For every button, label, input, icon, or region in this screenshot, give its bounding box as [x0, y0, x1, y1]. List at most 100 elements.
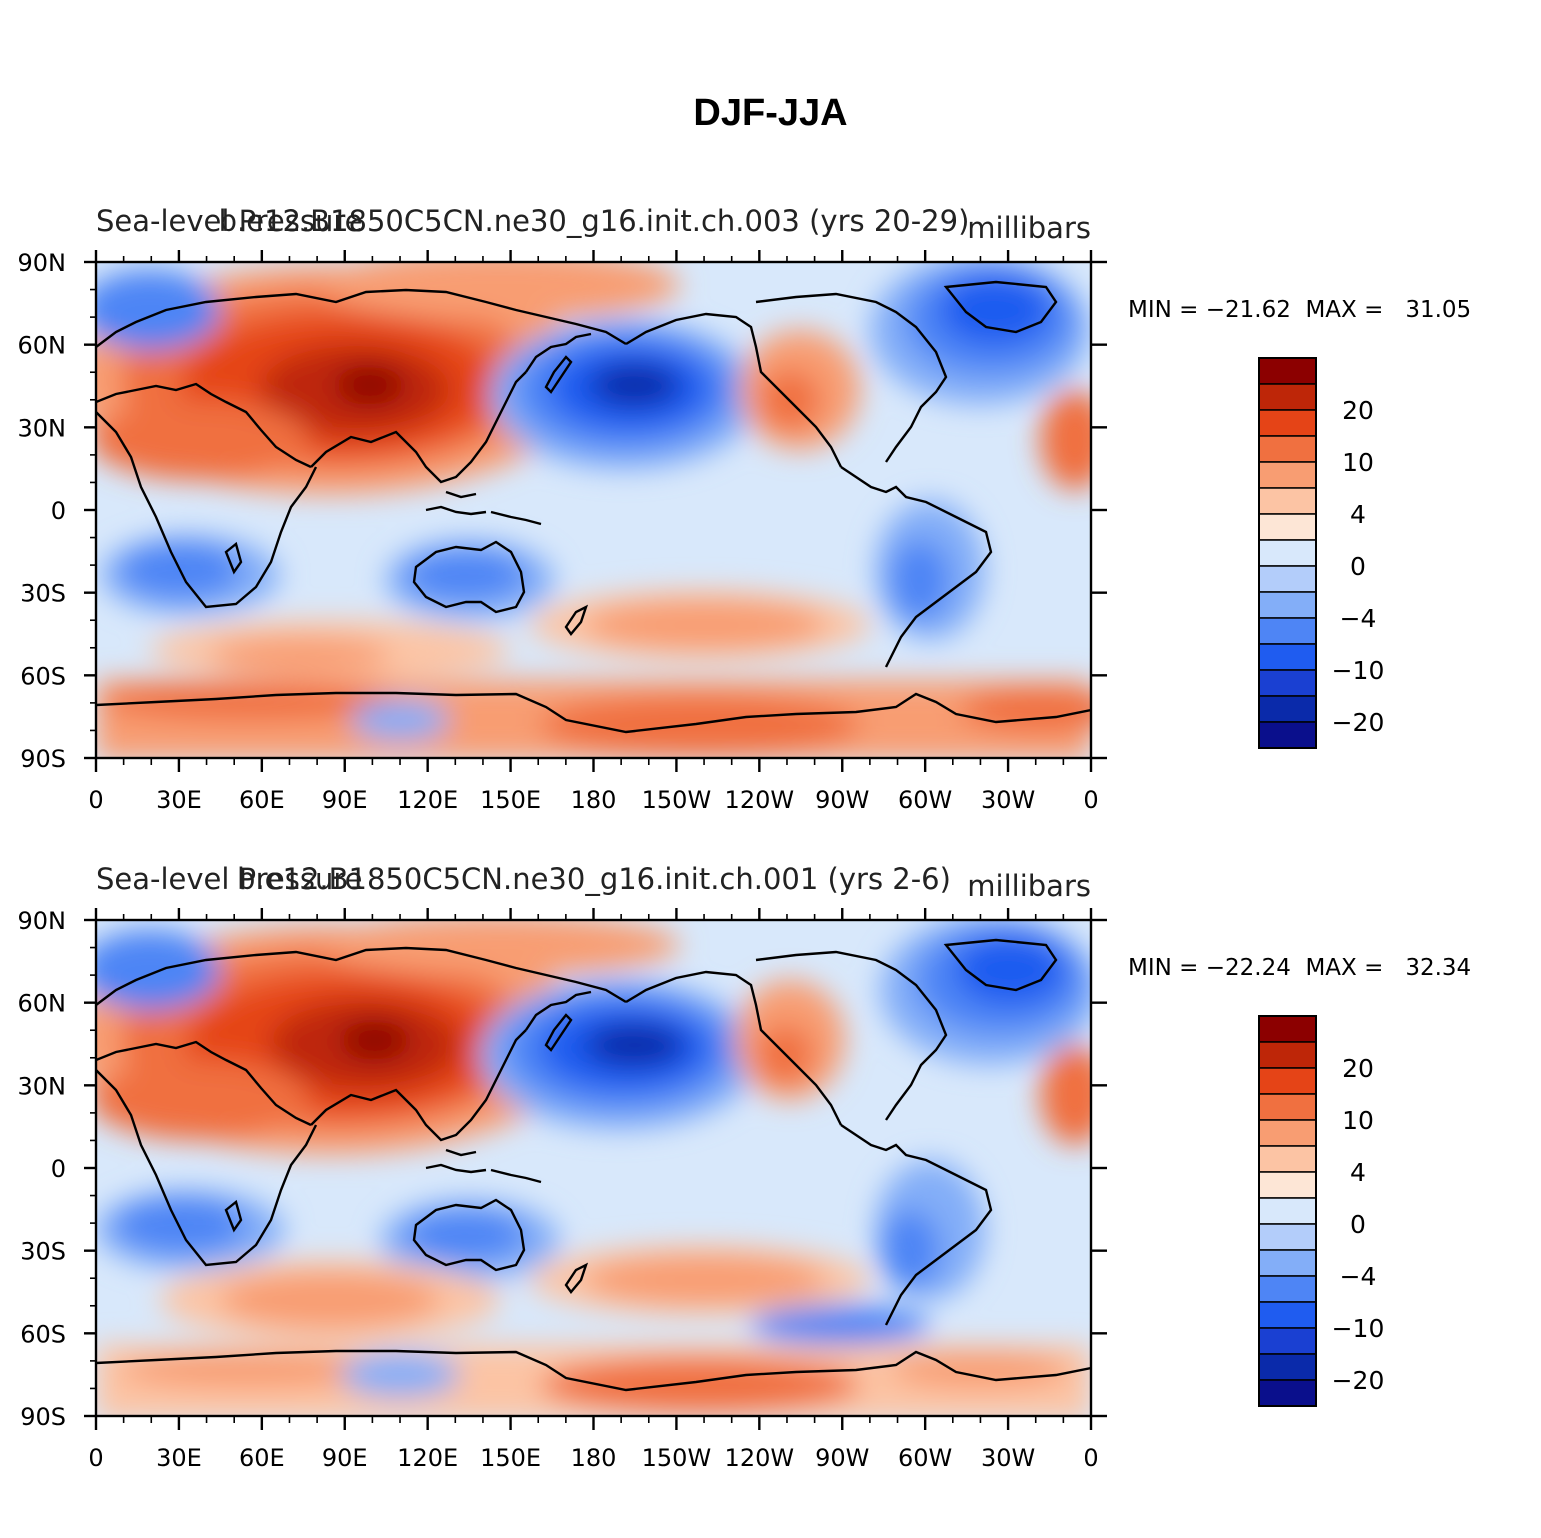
y-tick-label: 0 — [51, 497, 66, 525]
y-tick-label: 30S — [20, 1238, 66, 1266]
coastline — [490, 1168, 542, 1184]
colorbar-label: −4 — [1340, 604, 1377, 633]
colorbar-swatch — [1258, 513, 1317, 541]
colorbar-swatch — [1258, 643, 1317, 671]
colorbar-swatch — [1258, 461, 1317, 489]
colorbar-swatch — [1258, 669, 1317, 697]
panel-1-colorbar: 20 10 4 0 −4 −10 −20 — [1258, 357, 1385, 749]
panel-2-colorbar: 20 10 4 0 −4 −10 −20 — [1258, 1015, 1385, 1407]
colorbar-swatch — [1258, 383, 1317, 411]
colorbar-swatch — [1258, 1223, 1317, 1251]
x-tick-label: 60E — [239, 1444, 285, 1472]
coastline — [224, 541, 243, 575]
colorbar-swatch — [1258, 1041, 1317, 1069]
y-tick-label: 60N — [18, 990, 67, 1018]
coastline — [96, 1040, 312, 1127]
coastline — [96, 288, 627, 348]
y-tick-label: 30N — [18, 414, 67, 442]
colorbar-label: 0 — [1350, 552, 1366, 581]
colorbar-swatch — [1258, 1379, 1317, 1407]
colorbar-swatch — [1258, 539, 1317, 567]
coastline — [564, 604, 589, 636]
x-tick-label: 180 — [571, 1444, 617, 1472]
colorbar-frame — [1258, 357, 1317, 749]
colorbar-swatch — [1258, 617, 1317, 645]
x-tick-label: 150W — [642, 1444, 712, 1472]
coastline — [755, 950, 948, 1121]
coastline — [412, 1198, 526, 1272]
panel-1-contour-field — [96, 262, 1091, 758]
colorbar-swatch — [1258, 487, 1317, 515]
x-tick-label: 120E — [397, 1444, 458, 1472]
figure-title: DJF-JJA — [693, 92, 848, 134]
colorbar-swatch — [1258, 1093, 1317, 1121]
coastline — [224, 1199, 243, 1233]
panel-2-axes: 90N 60N 30N 0 30S 60S 90S 0 30E 60E 90E 120E 150E 180… — [18, 907, 1107, 1472]
x-tick-label: 180 — [571, 786, 617, 814]
coastline — [445, 1148, 477, 1157]
colorbar-swatch — [1258, 1301, 1317, 1329]
colorbar-label: 4 — [1350, 1158, 1366, 1187]
coastline — [96, 1349, 1091, 1392]
panel-1: Sea-level Pressure b.e12.B1850C5CN.ne30_… — [18, 204, 1472, 814]
colorbar-swatch — [1258, 591, 1317, 619]
coastline — [544, 1013, 573, 1052]
coastline — [96, 382, 312, 469]
y-tick-label: 30S — [20, 580, 66, 608]
x-tick-label: 0 — [88, 786, 103, 814]
y-tick-label: 30N — [18, 1072, 67, 1100]
colorbar-swatch — [1258, 695, 1317, 723]
x-tick-label: 90E — [322, 1444, 368, 1472]
panel-1-coastlines — [96, 280, 1091, 734]
x-tick-label: 30W — [981, 1444, 1035, 1472]
x-tick-label: 120W — [725, 786, 795, 814]
x-tick-label: 30W — [981, 786, 1035, 814]
coastline — [310, 371, 527, 484]
coastline — [625, 970, 843, 1126]
x-tick-label: 30E — [156, 1444, 202, 1472]
colorbar-label: −10 — [1332, 1314, 1385, 1343]
coastline — [96, 411, 318, 609]
colorbar-swatch — [1258, 1015, 1317, 1043]
panel-1-left-title: Sea-level Pressure — [96, 204, 363, 238]
colorbar-label: 10 — [1342, 1106, 1374, 1135]
coastline — [96, 1069, 318, 1267]
y-tick-label: 60S — [20, 662, 66, 690]
panel-2-units: millibars — [967, 869, 1091, 903]
x-tick-label: 60W — [898, 786, 952, 814]
coastline — [425, 1163, 487, 1174]
y-tick-label: 90N — [18, 907, 67, 935]
x-tick-label: 60E — [239, 786, 285, 814]
colorbar-swatch — [1258, 1327, 1317, 1355]
colorbar-swatch — [1258, 435, 1317, 463]
x-tick-label: 30E — [156, 786, 202, 814]
colorbar-swatch — [1258, 357, 1317, 385]
x-tick-label: 60W — [898, 1444, 952, 1472]
colorbar-swatch — [1258, 565, 1317, 593]
coastline — [445, 490, 477, 499]
panel-2-contour-field — [96, 920, 1091, 1416]
x-tick-label: 150E — [480, 1444, 541, 1472]
panel-2-coastlines — [96, 938, 1091, 1392]
x-tick-label: 150W — [642, 786, 712, 814]
colorbar-frame — [1258, 1015, 1317, 1407]
colorbar-swatch — [1258, 409, 1317, 437]
y-tick-label: 90N — [18, 249, 67, 277]
y-tick-label: 90S — [20, 1403, 66, 1431]
x-tick-label: 120W — [725, 1444, 795, 1472]
colorbar-swatch — [1258, 1275, 1317, 1303]
coastline — [840, 466, 993, 668]
coastline — [625, 312, 843, 468]
y-tick-label: 90S — [20, 745, 66, 773]
colorbar-label: 0 — [1350, 1210, 1366, 1239]
y-tick-label: 60S — [20, 1320, 66, 1348]
colorbar-label: 4 — [1350, 500, 1366, 529]
x-tick-label: 90W — [815, 786, 869, 814]
coastline — [943, 280, 1058, 334]
colorbar-swatch — [1258, 721, 1317, 749]
coastline — [525, 990, 592, 1031]
x-tick-label: 90W — [815, 1444, 869, 1472]
colorbar-swatch — [1258, 1067, 1317, 1095]
colorbar-label: −10 — [1332, 656, 1385, 685]
